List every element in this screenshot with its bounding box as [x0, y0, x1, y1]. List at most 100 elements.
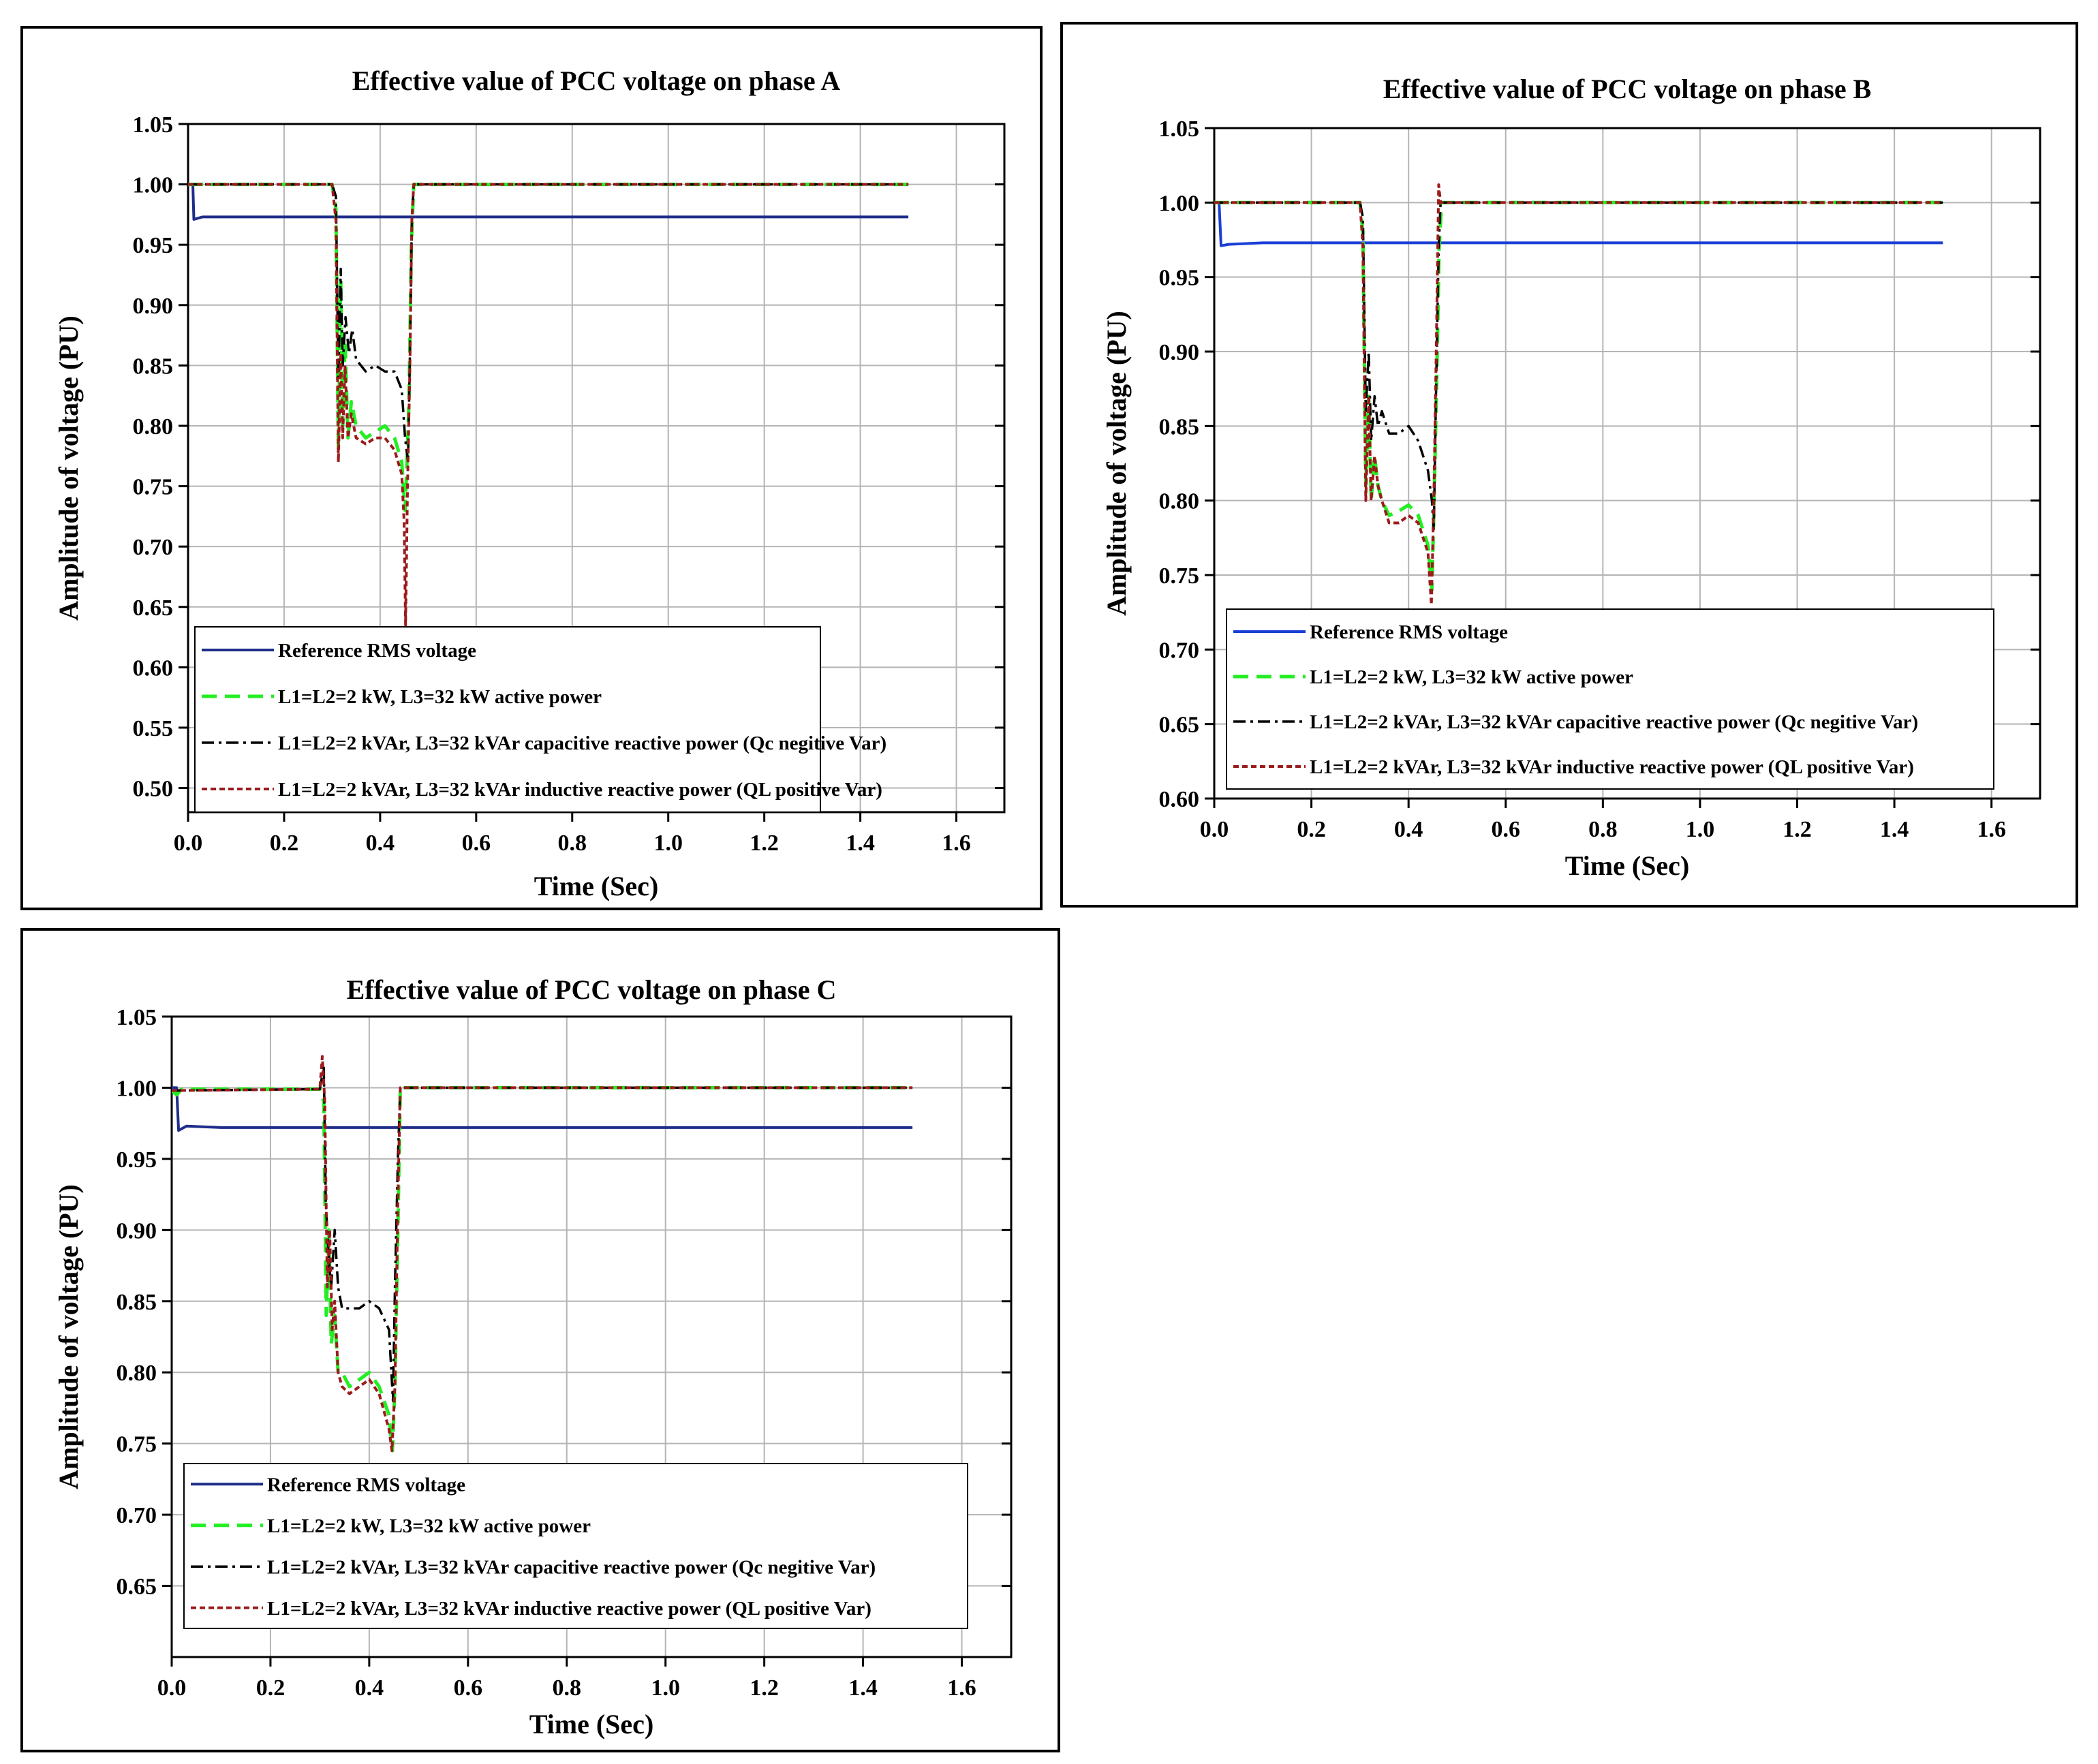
chart-panel-phase-a: Effective value of PCC voltage on phase … — [20, 26, 1043, 910]
chart-phase-c: Effective value of PCC voltage on phase … — [53, 974, 1013, 1739]
x-tick-label: 0.4 — [355, 1675, 384, 1701]
legend-label-2: L1=L2=2 kW, L3=32 kW active power — [1310, 666, 1633, 688]
x-tick-label: 1.6 — [947, 1675, 976, 1701]
series-line-1 — [172, 1086, 913, 1132]
y-tick-label: 1.00 — [1159, 191, 1200, 216]
series-group — [188, 183, 909, 627]
x-tick-label: 0.0 — [174, 831, 203, 856]
plot-frame — [170, 1015, 1013, 1658]
y-tick-label: 0.70 — [1159, 638, 1200, 663]
chart-title: Effective value of PCC voltage on phase … — [352, 65, 841, 96]
y-tick-label: 0.80 — [117, 1361, 157, 1386]
x-tick-label: 0.4 — [366, 831, 395, 856]
y-tick-label: 0.60 — [1159, 787, 1200, 812]
x-axis-label: Time (Sec) — [534, 871, 659, 901]
series-line-1 — [1214, 201, 1943, 247]
chart-panel-phase-b: Effective value of PCC voltage on phase … — [1060, 22, 2078, 908]
x-tick-label: 0.6 — [454, 1675, 483, 1701]
series-line-2 — [1214, 200, 1943, 592]
y-tick-label: 0.95 — [1159, 266, 1200, 291]
legend-box — [194, 626, 821, 813]
x-tick-label: 0.0 — [1200, 817, 1229, 842]
y-tick-label: 0.80 — [1159, 489, 1200, 514]
y-tick-label: 0.75 — [1159, 563, 1200, 589]
series-line-3 — [188, 183, 909, 463]
chart-panel-phase-c: Effective value of PCC voltage on phase … — [20, 928, 1060, 1752]
y-tick-label: 0.90 — [117, 1218, 157, 1243]
x-tick-label: 1.2 — [750, 1675, 779, 1701]
legend-label-4: L1=L2=2 kVAr, L3=32 kVAr inductive react… — [278, 779, 882, 801]
legend-box — [183, 1463, 968, 1629]
series-line-4 — [188, 183, 909, 627]
x-tick-label: 1.0 — [651, 1675, 680, 1701]
y-tick-label: 1.05 — [117, 1005, 157, 1030]
legend-label-1: Reference RMS voltage — [1310, 621, 1508, 643]
y-axis-label: Amplitude of voltage (PU) — [53, 315, 84, 621]
y-tick-label: 0.65 — [117, 1575, 157, 1600]
series-line-1 — [188, 183, 909, 221]
series-group — [172, 1055, 913, 1453]
y-tick-label: 1.00 — [133, 173, 174, 198]
series-line-3 — [172, 1065, 913, 1402]
y-tick-label: 0.95 — [117, 1147, 157, 1173]
y-tick-label: 0.85 — [117, 1290, 157, 1315]
x-tick-label: 1.0 — [653, 831, 683, 856]
x-axis-label: Time (Sec) — [529, 1709, 654, 1739]
x-tick-label: 0.8 — [553, 1675, 582, 1701]
y-tick-label: 1.05 — [1159, 117, 1200, 142]
x-tick-label: 1.4 — [846, 831, 875, 856]
series-line-4 — [172, 1055, 913, 1453]
y-tick-label: 0.90 — [133, 294, 174, 319]
y-tick-label: 1.05 — [133, 112, 174, 138]
x-tick-label: 1.4 — [848, 1675, 878, 1701]
x-tick-label: 1.6 — [1977, 817, 2006, 842]
y-tick-label: 1.00 — [117, 1076, 157, 1101]
y-tick-label: 0.85 — [133, 354, 174, 379]
series-line-4 — [1214, 183, 1943, 606]
plot-frame — [1213, 127, 2041, 800]
x-tick-label: 0.6 — [462, 831, 491, 856]
x-tick-label: 0.8 — [1588, 817, 1618, 842]
y-axis-label: Amplitude of voltage (PU) — [1101, 311, 1132, 616]
legend-label-4: L1=L2=2 kVAr, L3=32 kVAr inductive react… — [267, 1598, 871, 1620]
legend-label-2: L1=L2=2 kW, L3=32 kW active power — [267, 1515, 591, 1537]
chart-title: Effective value of PCC voltage on phase … — [1383, 74, 1872, 104]
legend-label-2: L1=L2=2 kW, L3=32 kW active power — [278, 686, 602, 708]
y-tick-label: 0.50 — [133, 777, 174, 802]
chart-phase-b: Effective value of PCC voltage on phase … — [1101, 74, 2041, 881]
legend-box — [1226, 608, 1994, 790]
x-tick-label: 0.2 — [256, 1675, 286, 1701]
x-tick-label: 1.2 — [1783, 817, 1812, 842]
y-tick-label: 0.60 — [133, 655, 174, 681]
y-tick-label: 0.65 — [1159, 713, 1200, 738]
x-tick-label: 1.6 — [942, 831, 971, 856]
x-tick-label: 1.2 — [750, 831, 779, 856]
x-tick-label: 1.4 — [1880, 817, 1909, 842]
x-tick-label: 1.0 — [1686, 817, 1715, 842]
y-tick-label: 0.75 — [117, 1432, 157, 1457]
y-tick-label: 0.55 — [133, 716, 174, 741]
series-line-3 — [1214, 201, 1943, 532]
x-tick-label: 0.6 — [1492, 817, 1521, 842]
legend-label-1: Reference RMS voltage — [278, 640, 476, 662]
x-tick-label: 0.4 — [1394, 817, 1423, 842]
series-group — [1214, 183, 1943, 606]
legend-label-1: Reference RMS voltage — [267, 1474, 465, 1496]
legend-label-4: L1=L2=2 kVAr, L3=32 kVAr inductive react… — [1310, 756, 1914, 778]
y-axis-label: Amplitude of voltage (PU) — [53, 1184, 84, 1489]
legend-label-3: L1=L2=2 kVAr, L3=32 kVAr capacitive reac… — [1310, 711, 1918, 733]
legend-label-3: L1=L2=2 kVAr, L3=32 kVAr capacitive reac… — [267, 1556, 876, 1578]
y-tick-label: 0.70 — [117, 1503, 157, 1528]
y-tick-label: 0.75 — [133, 475, 174, 500]
chart-phase-a: Effective value of PCC voltage on phase … — [53, 65, 1006, 901]
x-axis-label: Time (Sec) — [1565, 850, 1690, 881]
series-line-2 — [188, 183, 909, 512]
y-tick-label: 0.70 — [133, 535, 174, 560]
legend-label-3: L1=L2=2 kVAr, L3=32 kVAr capacitive reac… — [278, 732, 886, 754]
y-tick-label: 0.85 — [1159, 414, 1200, 439]
y-tick-label: 0.80 — [133, 414, 174, 439]
series-line-2 — [172, 1085, 913, 1453]
y-tick-label: 0.95 — [133, 233, 174, 258]
x-tick-label: 0.2 — [1297, 817, 1326, 842]
chart-title: Effective value of PCC voltage on phase … — [347, 974, 837, 1005]
